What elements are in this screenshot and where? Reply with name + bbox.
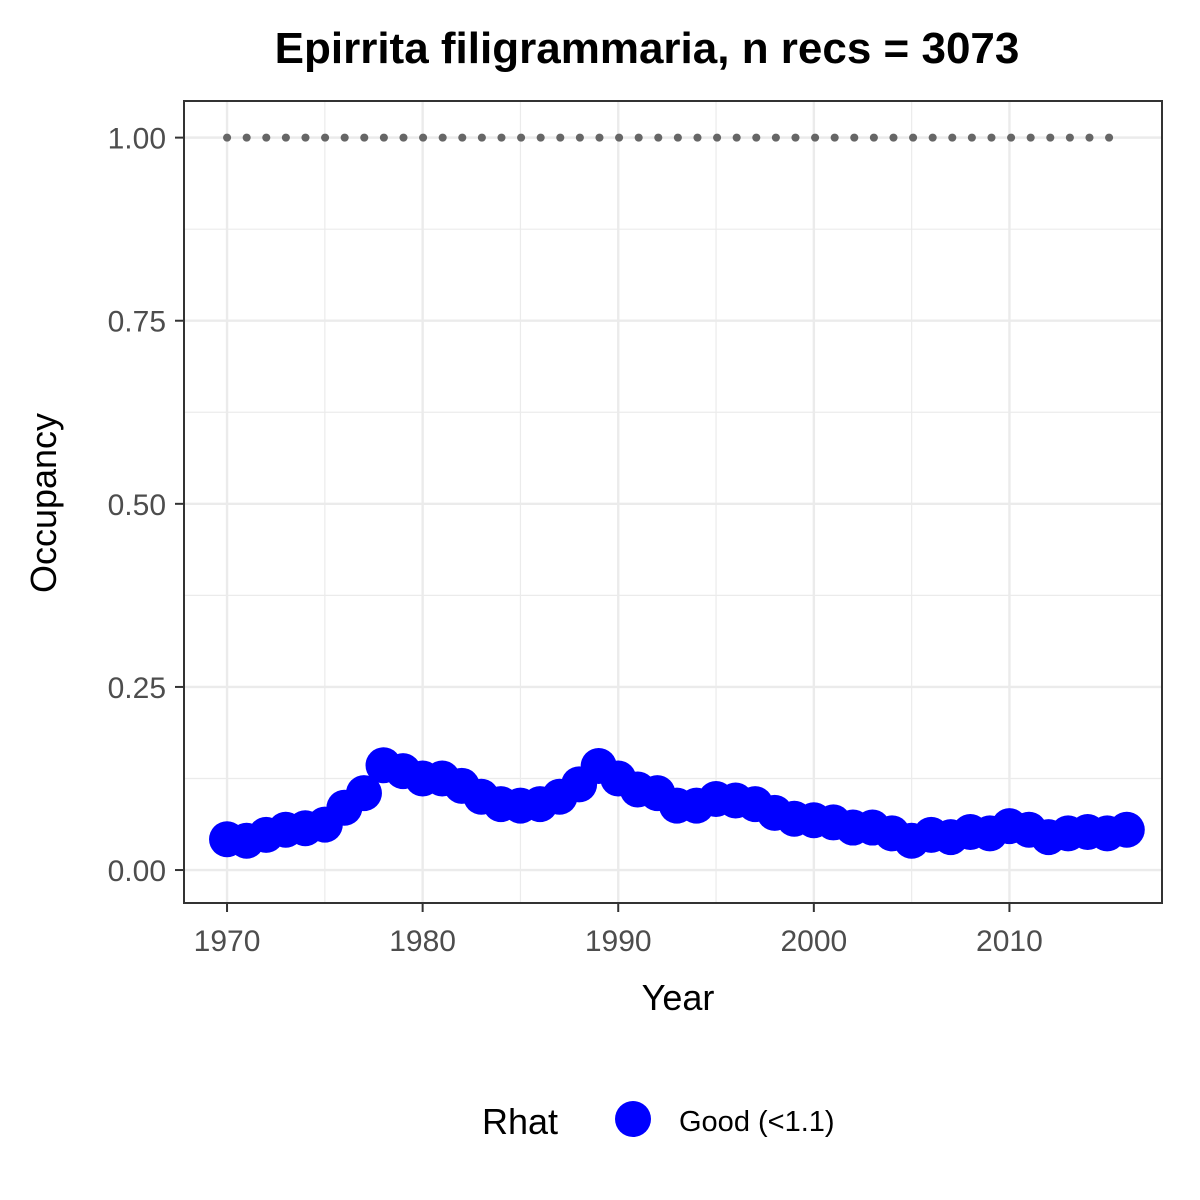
x-tick-label: 2010 — [976, 925, 1043, 958]
x-tick-label: 2000 — [780, 925, 847, 958]
legend-label-good: Good (<1.1) — [679, 1106, 835, 1138]
x-tick-label: 1990 — [585, 925, 652, 958]
chart-title: Epirrita filigrammaria, n recs = 3073 — [275, 24, 1020, 73]
data-point — [1108, 811, 1145, 848]
y-tick-label: 0.50 — [108, 489, 166, 522]
legend-key-good — [615, 1101, 651, 1137]
legend: Rhat Good (<1.1) — [482, 1101, 835, 1142]
x-axis: 1970 1980 1990 2000 2010 — [194, 903, 1043, 958]
y-tick-label: 0.25 — [108, 672, 166, 705]
y-tick-label: 1.00 — [108, 123, 166, 156]
x-tick-label: 1980 — [389, 925, 456, 958]
plot-panel-border — [183, 100, 1163, 904]
grid-major — [184, 101, 1162, 903]
x-axis-title: Year — [642, 977, 715, 1018]
occupancy-series — [209, 747, 1145, 859]
y-tick-label: 0.00 — [108, 855, 166, 888]
y-axis-title: Occupancy — [23, 413, 64, 593]
data-point — [345, 775, 382, 812]
legend-title: Rhat — [482, 1101, 558, 1142]
y-axis: 0.00 0.25 0.50 0.75 1.00 — [108, 123, 184, 888]
x-tick-label: 1970 — [194, 925, 261, 958]
y-tick-label: 0.75 — [108, 306, 166, 339]
grid-minor — [184, 101, 1162, 903]
